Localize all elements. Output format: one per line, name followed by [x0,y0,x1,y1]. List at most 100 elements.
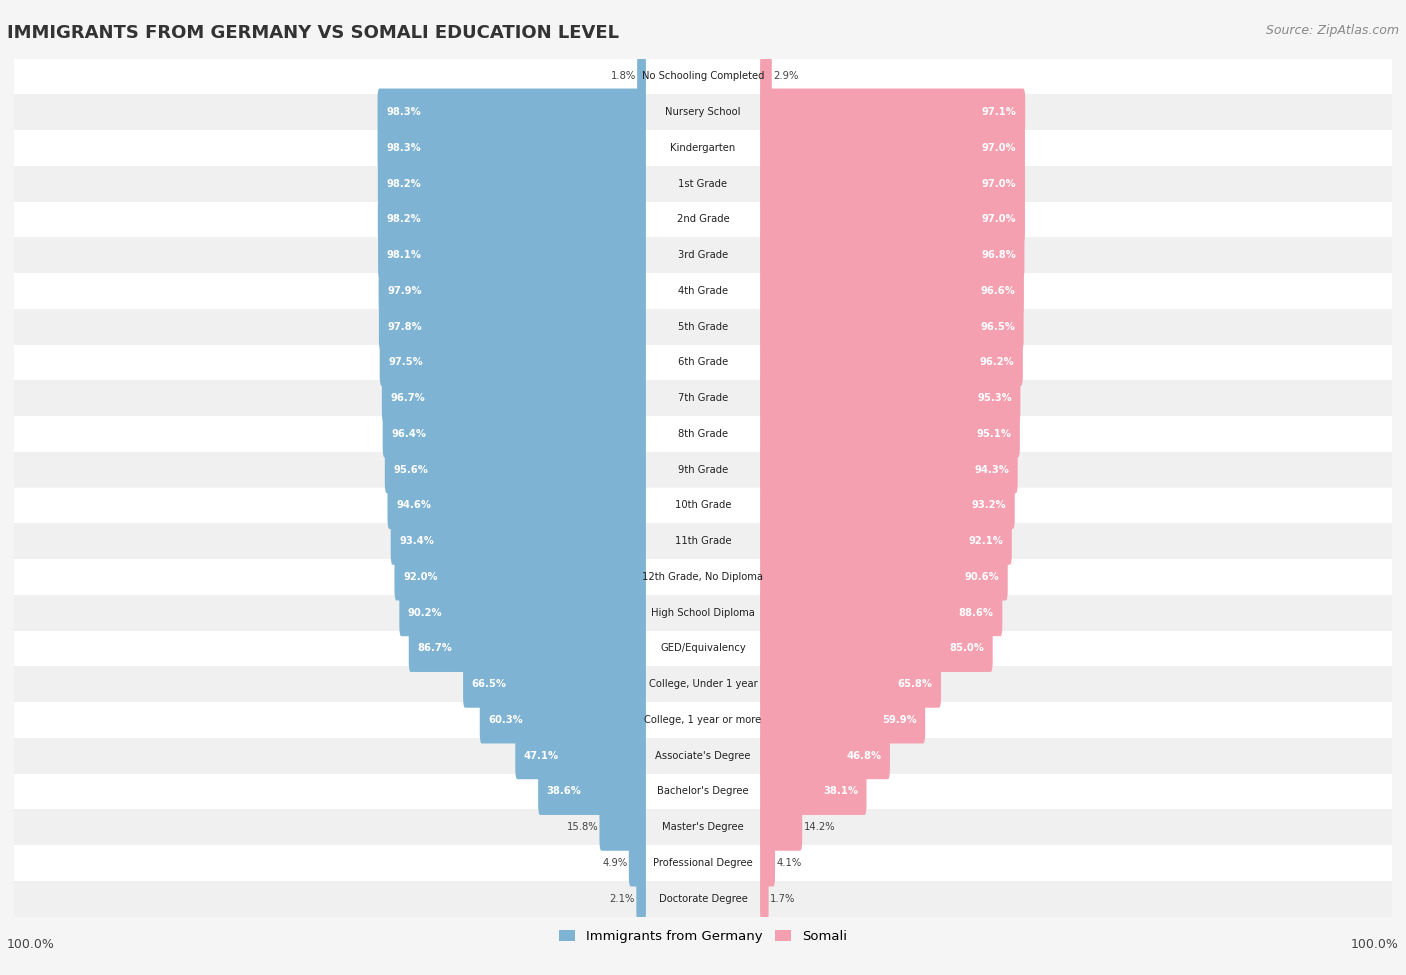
Text: 92.0%: 92.0% [404,572,437,582]
FancyBboxPatch shape [628,839,645,886]
FancyBboxPatch shape [378,231,645,279]
Bar [14,273,1392,309]
FancyBboxPatch shape [391,518,645,565]
Text: 95.3%: 95.3% [977,393,1012,403]
FancyBboxPatch shape [380,338,645,386]
Text: 46.8%: 46.8% [846,751,882,760]
Text: 100.0%: 100.0% [7,938,55,951]
Text: 8th Grade: 8th Grade [678,429,728,439]
Text: 60.3%: 60.3% [488,715,523,724]
FancyBboxPatch shape [378,267,645,315]
Text: 96.6%: 96.6% [980,286,1015,295]
FancyBboxPatch shape [761,803,803,851]
Text: 2.9%: 2.9% [773,71,799,81]
Text: Bachelor's Degree: Bachelor's Degree [657,787,749,797]
Text: 1.8%: 1.8% [610,71,636,81]
FancyBboxPatch shape [761,53,772,100]
Text: 86.7%: 86.7% [418,644,453,653]
Text: 88.6%: 88.6% [959,607,994,617]
FancyBboxPatch shape [761,89,1025,136]
Bar [14,666,1392,702]
Text: 97.8%: 97.8% [388,322,422,332]
FancyBboxPatch shape [761,267,1024,315]
Text: 2nd Grade: 2nd Grade [676,214,730,224]
FancyBboxPatch shape [761,732,890,779]
Bar [14,773,1392,809]
Text: 10th Grade: 10th Grade [675,500,731,510]
FancyBboxPatch shape [761,589,1002,637]
Text: 98.1%: 98.1% [387,251,422,260]
Text: 96.4%: 96.4% [391,429,426,439]
FancyBboxPatch shape [761,446,1018,493]
Text: Nursery School: Nursery School [665,107,741,117]
Text: 65.8%: 65.8% [897,680,932,689]
Bar [14,380,1392,416]
FancyBboxPatch shape [378,124,645,172]
Text: 6th Grade: 6th Grade [678,358,728,368]
FancyBboxPatch shape [388,482,645,529]
FancyBboxPatch shape [761,231,1025,279]
FancyBboxPatch shape [761,338,1022,386]
Text: 97.5%: 97.5% [388,358,423,368]
Text: 100.0%: 100.0% [1351,938,1399,951]
FancyBboxPatch shape [761,839,775,886]
FancyBboxPatch shape [378,303,645,350]
Text: No Schooling Completed: No Schooling Completed [641,71,765,81]
Text: 4.1%: 4.1% [776,858,801,868]
Text: 97.0%: 97.0% [981,214,1017,224]
Text: 98.2%: 98.2% [387,178,420,188]
Text: Kindergarten: Kindergarten [671,143,735,153]
FancyBboxPatch shape [409,625,645,672]
Bar [14,344,1392,380]
FancyBboxPatch shape [515,732,645,779]
FancyBboxPatch shape [761,625,993,672]
FancyBboxPatch shape [463,660,645,708]
Bar [14,237,1392,273]
Text: 95.1%: 95.1% [976,429,1011,439]
Text: 96.2%: 96.2% [980,358,1014,368]
FancyBboxPatch shape [378,160,645,208]
FancyBboxPatch shape [637,53,645,100]
Bar [14,202,1392,237]
FancyBboxPatch shape [761,124,1025,172]
FancyBboxPatch shape [479,696,645,744]
Text: 1st Grade: 1st Grade [679,178,727,188]
Text: GED/Equivalency: GED/Equivalency [661,644,745,653]
FancyBboxPatch shape [382,374,645,422]
FancyBboxPatch shape [761,196,1025,243]
FancyBboxPatch shape [761,374,1021,422]
Text: College, 1 year or more: College, 1 year or more [644,715,762,724]
FancyBboxPatch shape [761,160,1025,208]
Bar [14,524,1392,559]
Text: 66.5%: 66.5% [471,680,506,689]
Bar [14,309,1392,344]
Text: 4.9%: 4.9% [602,858,627,868]
Text: 14.2%: 14.2% [804,822,835,832]
Text: College, Under 1 year: College, Under 1 year [648,680,758,689]
Text: 3rd Grade: 3rd Grade [678,251,728,260]
Text: 38.6%: 38.6% [547,787,582,797]
Bar [14,559,1392,595]
Text: 92.1%: 92.1% [969,536,1004,546]
FancyBboxPatch shape [761,482,1015,529]
Bar [14,166,1392,202]
Text: 97.0%: 97.0% [981,178,1017,188]
Bar [14,95,1392,130]
Text: 95.6%: 95.6% [394,465,429,475]
Text: 90.6%: 90.6% [965,572,1000,582]
Text: 1.7%: 1.7% [770,894,796,904]
Bar [14,880,1392,916]
Text: 4th Grade: 4th Grade [678,286,728,295]
Text: 85.0%: 85.0% [949,644,984,653]
FancyBboxPatch shape [385,446,645,493]
Text: Master's Degree: Master's Degree [662,822,744,832]
Text: 59.9%: 59.9% [882,715,917,724]
FancyBboxPatch shape [761,660,941,708]
Text: Associate's Degree: Associate's Degree [655,751,751,760]
Text: IMMIGRANTS FROM GERMANY VS SOMALI EDUCATION LEVEL: IMMIGRANTS FROM GERMANY VS SOMALI EDUCAT… [7,24,619,42]
Bar [14,702,1392,738]
Bar [14,488,1392,524]
Text: 97.9%: 97.9% [387,286,422,295]
Text: 90.2%: 90.2% [408,607,443,617]
Text: 98.2%: 98.2% [387,214,420,224]
